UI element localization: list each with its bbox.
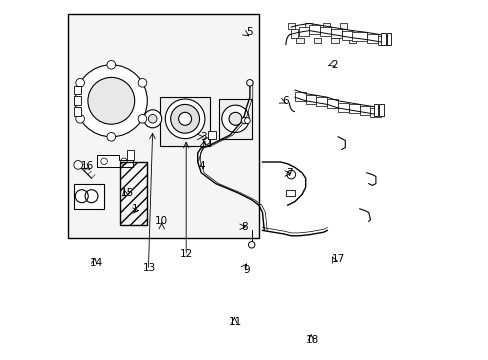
Bar <box>73 184 104 209</box>
Bar <box>326 99 337 108</box>
Circle shape <box>246 80 253 86</box>
Text: 7: 7 <box>285 168 292 178</box>
Bar <box>322 23 329 29</box>
Bar <box>331 38 338 43</box>
Text: 6: 6 <box>282 96 288 106</box>
Circle shape <box>165 99 204 139</box>
Bar <box>377 36 387 45</box>
Text: 16: 16 <box>81 161 94 171</box>
Circle shape <box>138 114 146 123</box>
Bar <box>285 190 294 196</box>
Text: 11: 11 <box>228 317 242 327</box>
Text: 5: 5 <box>246 27 253 37</box>
Circle shape <box>76 114 84 123</box>
Text: 17: 17 <box>331 254 344 264</box>
Bar <box>305 95 316 104</box>
Circle shape <box>75 65 147 137</box>
Bar <box>348 104 359 113</box>
Bar <box>296 38 303 43</box>
Circle shape <box>178 112 191 125</box>
Bar <box>373 104 378 116</box>
Text: 1: 1 <box>131 204 138 214</box>
Bar <box>68 14 258 238</box>
Bar <box>160 97 210 146</box>
Circle shape <box>248 242 254 248</box>
Bar <box>73 96 81 105</box>
Bar <box>320 27 330 36</box>
Bar <box>386 33 390 45</box>
Circle shape <box>228 112 242 125</box>
Bar <box>341 31 352 40</box>
Text: 4: 4 <box>198 161 204 171</box>
Bar <box>359 106 370 115</box>
Bar <box>348 38 355 43</box>
Circle shape <box>148 114 157 123</box>
Bar <box>291 29 298 38</box>
Bar <box>330 29 341 38</box>
Circle shape <box>143 110 162 128</box>
Bar <box>120 162 147 225</box>
Text: 15: 15 <box>121 188 134 198</box>
Bar <box>127 150 134 160</box>
Circle shape <box>107 132 115 141</box>
Bar <box>73 107 81 116</box>
Bar <box>313 38 321 43</box>
Text: 13: 13 <box>142 263 155 273</box>
Circle shape <box>107 60 115 69</box>
Text: 12: 12 <box>180 249 193 259</box>
Text: 2: 2 <box>330 60 337 70</box>
Bar <box>340 23 346 29</box>
Text: 3: 3 <box>200 132 206 142</box>
Bar <box>337 103 348 112</box>
Bar <box>208 131 215 139</box>
Bar <box>366 34 377 43</box>
Circle shape <box>170 104 199 133</box>
Text: 9: 9 <box>243 265 249 275</box>
Bar <box>305 23 312 29</box>
Bar <box>316 97 326 106</box>
Bar <box>294 92 305 101</box>
Circle shape <box>138 78 146 87</box>
Bar <box>370 108 381 117</box>
Bar <box>379 104 383 116</box>
Circle shape <box>88 77 134 124</box>
Polygon shape <box>97 155 133 167</box>
Circle shape <box>244 118 250 123</box>
Circle shape <box>222 105 249 132</box>
Circle shape <box>203 138 209 144</box>
Circle shape <box>76 78 84 87</box>
Text: 8: 8 <box>241 222 247 232</box>
Bar <box>298 27 309 36</box>
Text: 14: 14 <box>90 258 103 268</box>
Bar <box>287 23 294 29</box>
Bar <box>219 99 251 139</box>
Circle shape <box>286 170 295 179</box>
Circle shape <box>74 161 82 169</box>
Bar <box>352 32 366 41</box>
Text: 10: 10 <box>155 216 168 226</box>
Bar <box>381 33 385 45</box>
Bar <box>73 86 81 94</box>
Circle shape <box>241 117 247 124</box>
Bar <box>309 25 320 34</box>
Text: 18: 18 <box>305 335 319 345</box>
